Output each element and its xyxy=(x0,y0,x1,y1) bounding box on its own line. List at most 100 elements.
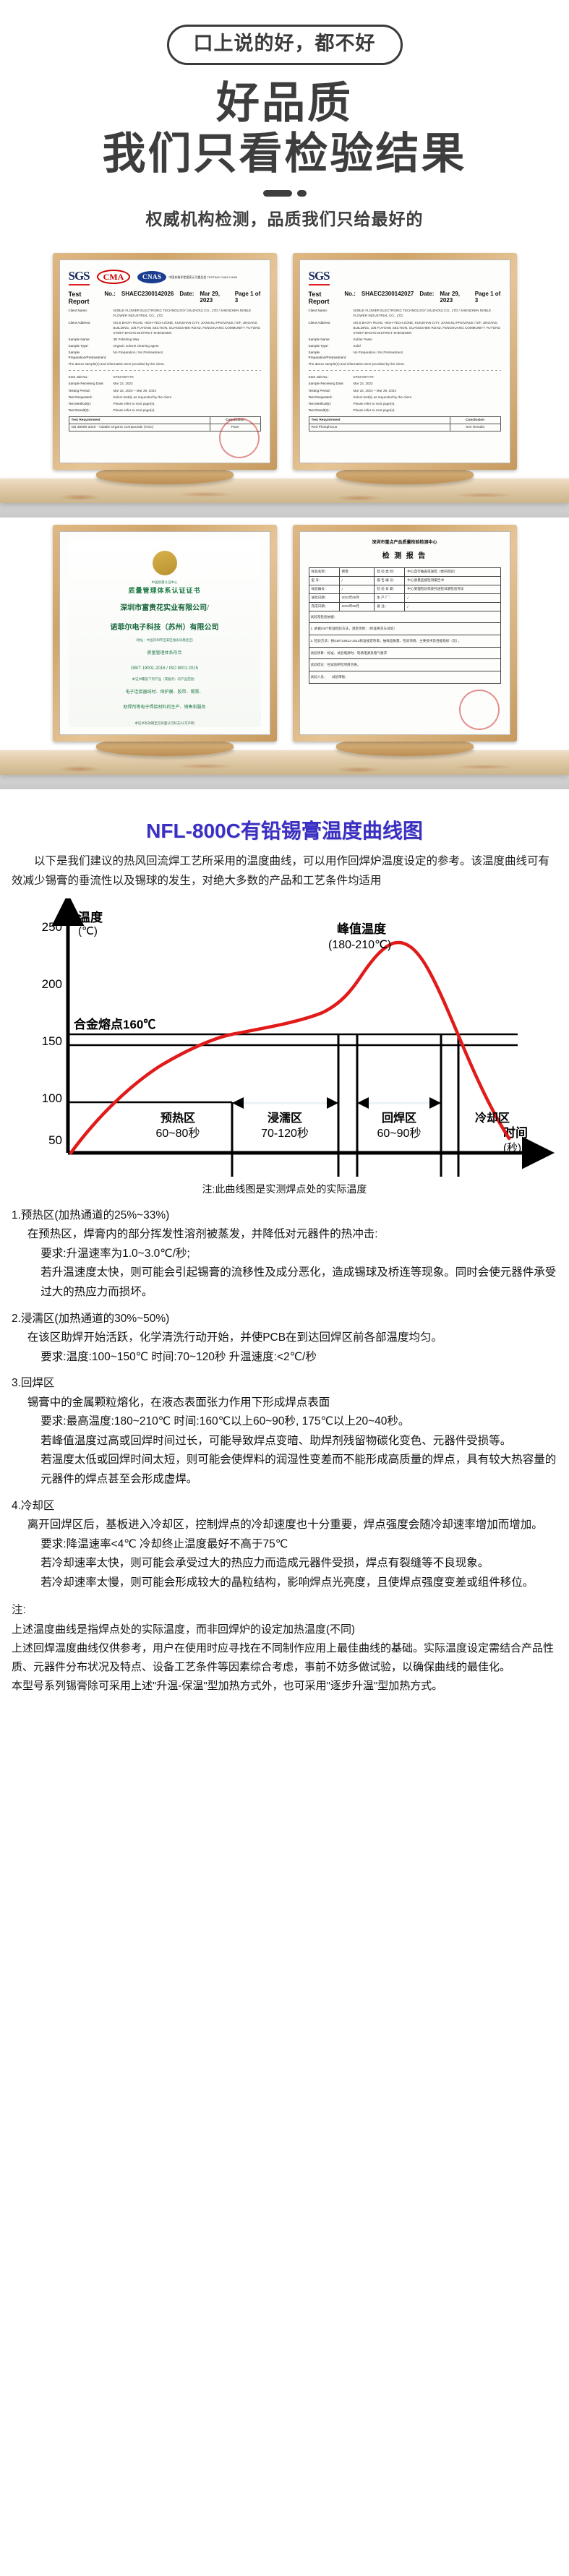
field-key: Test Method(s): xyxy=(68,401,92,405)
field-value: No Preparation / No Pretreatment xyxy=(113,351,163,355)
iso-issuer: 中国质量认证中心 xyxy=(151,580,178,585)
section-preheat: 1.预热区(加热通道的25%~33%) 在预热区，焊膏内的部分挥发性溶剂被蒸发，… xyxy=(12,1206,557,1302)
table-cell: 备 注： xyxy=(374,601,406,611)
table-row: Red Phosphorus See Results xyxy=(308,424,501,432)
zone-label-soak: 浸濡区 xyxy=(268,1112,302,1125)
cn-report-signer: 试验人员： 试验审核： xyxy=(308,671,501,684)
cn-report-note: 1. 依据GB/T标准检验方法，测定项目：（标准要求与试验） xyxy=(308,623,501,635)
zone-duration-preheat: 60~80秒 xyxy=(156,1127,200,1140)
certificate-item-4[interactable]: 深圳市重点产品质量检验检测中心 检 测 报 告 样品名称： 锡膏 检 验 类 别：… xyxy=(292,525,517,757)
iso-body-line-1: 本证书覆盖下列产品（或服务）的产品范围： xyxy=(132,677,197,682)
certificate-field: Test Method(s): Please refer to next page… xyxy=(69,401,261,406)
certificate-header: Test Report No.: SHAEC2300142027 Date: M… xyxy=(309,291,501,305)
field-key: Test Requested: xyxy=(68,395,93,399)
display-shelf-1 xyxy=(0,478,569,504)
iso-foot-line-1: 本证书有效期至见背面认可标志/认可声明 xyxy=(134,721,194,726)
footnotes-block: 注: 上述温度曲线是指焊点处的实际温度，而非回焊炉的设定加热温度(不同) 上述回… xyxy=(12,1600,557,1696)
field-key: Sample Preparation/Pretreatment: xyxy=(68,351,107,360)
cnas-caption: 中国合格评定国家认可委员会 TESTING CNAS L0000 xyxy=(168,275,238,279)
section-soak: 2.浸濡区(加热通道的30%~50%) 在该区助焊开始活跃，化学清洗行动开始，并… xyxy=(12,1310,557,1368)
conclusion-table: Test Requirement Conclusion Red Phosphoru… xyxy=(308,416,501,432)
table-cell: See Results xyxy=(449,424,501,432)
field-key: Sample Receiving Date: xyxy=(308,382,344,386)
field-key: Sample Name: xyxy=(68,337,90,341)
certificate-field: SGS Job No.: SP23-007770 xyxy=(69,374,261,379)
iso-body-line-3: 助焊剂等电子焊接材料的生产、销售和服务 xyxy=(123,705,206,710)
section-paragraph: 在该区助焊开始活跃，化学清洗行动开始，并使PCB在到达回焊区前各部温度均匀。 xyxy=(27,1331,443,1344)
sgs-logo: SGS xyxy=(68,269,90,285)
certificate-field: Sample Name: Solder Paste xyxy=(309,337,501,342)
field-key: Test Result(s): xyxy=(68,408,90,412)
report-page: Page 1 of 3 xyxy=(474,291,501,304)
field-key: SGS Job No.: xyxy=(68,375,89,379)
field-value: SP23-007770 xyxy=(113,375,134,379)
field-key: Client Name: xyxy=(308,309,328,313)
certificate-field: Testing Period: Mar 22, 2023 ~ Mar 29, 20… xyxy=(69,388,261,393)
field-value: Solder Paste xyxy=(353,337,372,341)
y-tick-200: 200 xyxy=(42,977,62,991)
section-reflow: 3.回焊区 锡膏中的金属颗粒熔化，在液态表面张力作用下形成焊点表面 要求:最高温… xyxy=(12,1374,557,1490)
field-key: Client Address: xyxy=(308,320,331,325)
iso-company-line-2: 诺菲尔电子科技（苏州）有限公司 xyxy=(110,624,219,632)
field-key: Test Method(s): xyxy=(308,401,332,405)
field-value: Please refer to next page(s). xyxy=(113,408,155,412)
table-row: GB 38508-2020 - Volatile Organic Compoun… xyxy=(68,424,261,432)
certificate-field: Testing Period: Mar 22, 2023 ~ Mar 29, 20… xyxy=(309,388,501,393)
field-value: Select test(s) as requested by the clien… xyxy=(113,395,171,399)
report-no-label: No.: xyxy=(344,291,356,298)
report-no-label: No.: xyxy=(104,291,116,298)
certificate-field: Sample Preparation/Pretreatment: No Prepa… xyxy=(69,350,261,360)
title-divider xyxy=(262,190,307,197)
table-cell: 中心受理检验或委托送检日期检验完毕 xyxy=(404,584,501,594)
field-key: Test Result(s): xyxy=(308,408,330,412)
temperature-curve-section: NFL-800C有铅锡膏温度曲线图 以下是我们建议的热风回流焊工艺所采用的温度曲… xyxy=(0,797,569,1195)
y-tick-50: 50 xyxy=(48,1133,62,1147)
hero-section: 口上说的好，都不好 好品质 我们只看检验结果 权威机构检测，品质我们只给最好的 xyxy=(0,0,569,246)
peak-temperature-label: 峰值温度 xyxy=(337,922,387,936)
certificate-field: Client Name: NOBLE FLOWER ELECTRONIC TECH… xyxy=(309,308,501,318)
field-value: NOBLE FLOWER ELECTRONIC TECHNOLOGY (SUZH… xyxy=(353,309,492,318)
table-cell: Pass xyxy=(209,424,261,432)
conclusion-table: Test Requirement Conclusion GB 38508-2020… xyxy=(68,416,261,432)
y-axis-label-line1: 温度 xyxy=(78,910,103,924)
certificate-item-2[interactable]: SGS Test Report No.: SHAEC2300142027 Dat… xyxy=(292,253,517,485)
certificate-field: Test Result(s): Please refer to next page… xyxy=(69,408,261,413)
table-cell: 2023年05月 xyxy=(338,601,375,611)
table-cell: 检 验 日 期： xyxy=(374,584,406,594)
page-title-line-1: 好品质 xyxy=(216,78,353,127)
table-cell: / xyxy=(338,575,375,585)
field-value: SP23-007770 xyxy=(353,375,374,379)
field-value: Organic solvent cleaning agent xyxy=(113,343,159,348)
chart-footnote: 注:此曲线图是实测焊点处的实际温度 xyxy=(202,1182,367,1195)
certificate-item-3[interactable]: 中国质量认证中心 质量管理体系认证证书 深圳市富贵花实业有限公司/ 诺菲尔电子科… xyxy=(52,525,277,757)
table-cell: 完成日期： xyxy=(308,601,340,611)
divider-line xyxy=(68,370,261,372)
red-stamp-icon xyxy=(455,686,503,734)
footnotes-title: 注: xyxy=(12,1603,26,1616)
field-key: SGS Job No.: xyxy=(308,375,329,379)
certificate-field: Client Address: NO.5 BAOYI ROAD, HIGH-TEC… xyxy=(69,320,261,335)
table-cell: Red Phosphorus xyxy=(308,424,450,432)
section-paragraph: 要求:温度:100~150℃ 时间:70~120秒 升温速度:<2℃/秒 xyxy=(40,1350,317,1363)
y-tick-250: 250 xyxy=(42,920,62,934)
report-date-label: Date: xyxy=(419,291,435,298)
photo-frame: SGS Test Report No.: SHAEC2300142027 Dat… xyxy=(292,253,517,471)
field-key: Sample Receiving Date: xyxy=(68,382,104,386)
table-row: 样品编号： / 检 验 日 期： 中心受理检验或委托送检日期检验完毕 xyxy=(308,584,501,594)
field-key: Client Address: xyxy=(68,320,91,325)
field-key: Client Name: xyxy=(68,309,88,313)
report-date-label: Date: xyxy=(179,291,194,298)
cma-logo: CMA xyxy=(96,270,131,285)
cn-report-header: 深圳市重点产品质量检验检测中心 检 测 报 告 xyxy=(309,539,501,562)
certificate-field: Client Name: NOBLE FLOWER ELECTRONIC TECH… xyxy=(69,308,261,318)
section-heading: 1.预热区(加热通道的25%~33%) xyxy=(12,1208,170,1222)
divider-bar xyxy=(262,190,292,197)
sgs-logo: SGS xyxy=(308,269,330,285)
tagline-pill: 口上说的好，都不好 xyxy=(166,25,403,65)
section-heading: 3.回焊区 xyxy=(12,1377,55,1390)
certificate-item-1[interactable]: SGS CMA CNAS 中国合格评定国家认可委员会 TESTING CNAS … xyxy=(52,253,277,485)
y-tick-150: 150 xyxy=(42,1034,62,1048)
cn-report-title: 检 测 报 告 xyxy=(382,551,427,560)
cn-report-table: 样品名称： 锡膏 检 验 类 别： 中心自行抽查或送检（委托检验） 型 号： / 报 … xyxy=(308,567,501,611)
field-key: Sample Preparation/Pretreatment: xyxy=(308,351,347,360)
